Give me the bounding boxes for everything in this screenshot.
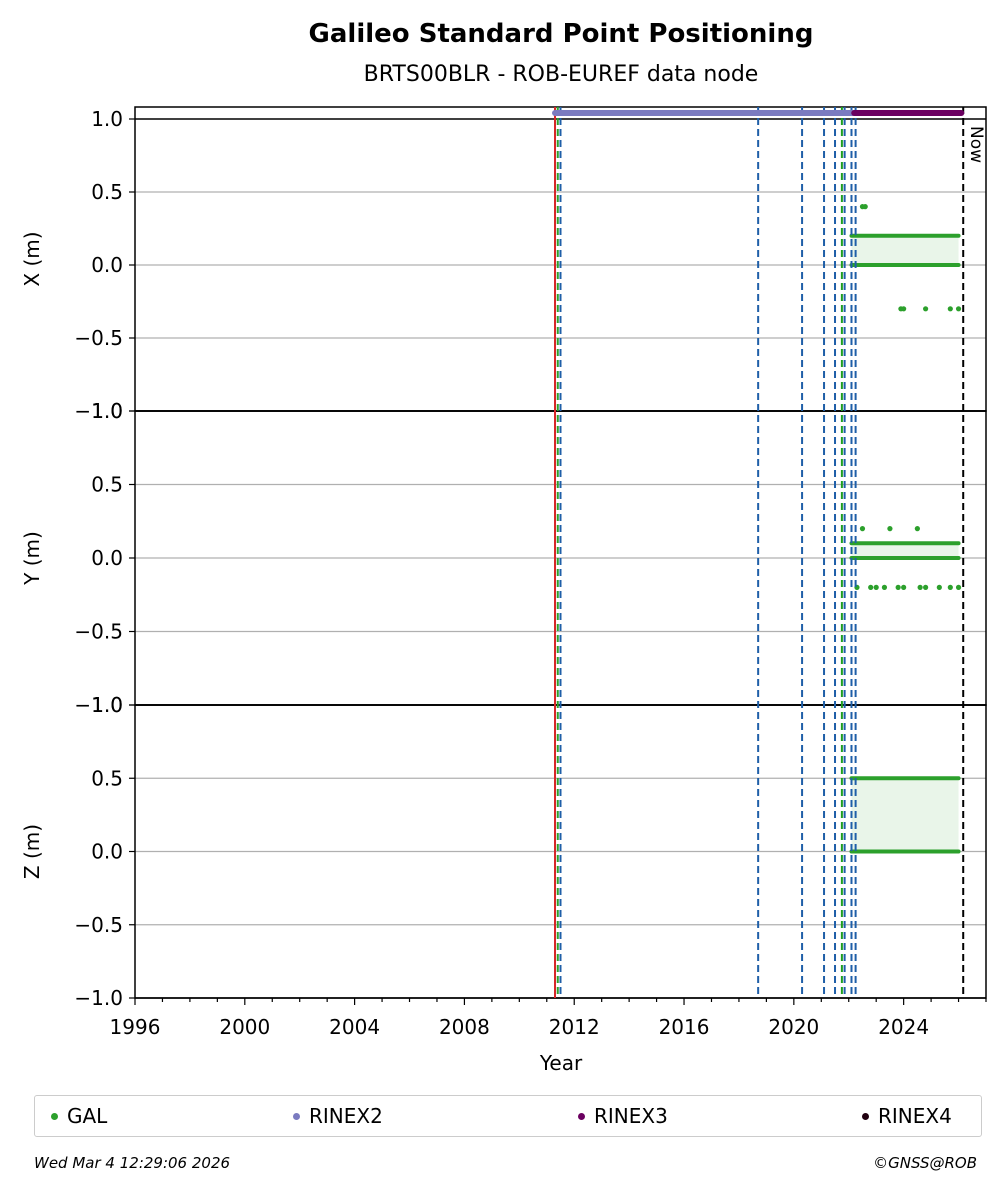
y-tick-label: 0.0 — [91, 546, 123, 570]
y-tick-label: 1.0 — [91, 693, 123, 717]
gal-point — [923, 306, 929, 312]
gal-point — [923, 584, 929, 591]
chart-subtitle: BRTS00BLR - ROB-EUREF data node — [364, 62, 759, 87]
y-tick-label: 0.0 — [91, 253, 123, 277]
gal-point — [936, 584, 942, 591]
x-tick-label: 2020 — [768, 1015, 819, 1039]
gal-point — [873, 584, 879, 591]
x-tick-label: 2012 — [549, 1015, 600, 1039]
y-tick-label: −1.0 — [74, 693, 123, 717]
gal-point — [955, 584, 962, 591]
legend-gal-marker — [51, 1112, 58, 1120]
legend-rinex3-marker — [578, 1112, 585, 1120]
y-axis-label: X (m) — [20, 231, 44, 286]
footer-timestamp: Wed Mar 4 12:29:06 2026 — [34, 1154, 231, 1172]
y-axis-label: Z (m) — [20, 824, 44, 879]
y-tick-label: 1.0 — [91, 107, 123, 131]
x-tick-label: 2008 — [439, 1015, 490, 1039]
gal-point — [895, 584, 901, 591]
gal-point — [859, 526, 866, 532]
legend-rinex4-label: RINEX4 — [878, 1104, 952, 1128]
gal-point — [862, 204, 868, 210]
y-tick-label: −0.5 — [74, 913, 123, 937]
footer-copyright: ©GNSS@ROB — [873, 1154, 977, 1172]
y-tick-label: 0.0 — [91, 840, 123, 864]
legend-item-rinex3: RINEX3 — [578, 1096, 668, 1136]
gal-point — [917, 584, 923, 591]
x-tick-label: 2016 — [659, 1015, 710, 1039]
y-tick-label: 0.5 — [91, 180, 123, 204]
legend-rinex2-marker — [293, 1112, 300, 1120]
x-tick-label: 2024 — [878, 1015, 929, 1039]
y-tick-label: −0.5 — [74, 326, 123, 350]
x-tick-label: 2000 — [219, 1015, 270, 1039]
gal-point — [881, 584, 888, 591]
x-tick-label: 2004 — [329, 1015, 380, 1039]
legend-item-rinex4: RINEX4 — [862, 1096, 952, 1136]
x-axis-label: Year — [539, 1051, 583, 1075]
y-tick-label: 1.0 — [91, 399, 123, 423]
now-label: Now — [966, 126, 986, 163]
legend-gal-label: GAL — [67, 1104, 108, 1128]
y-tick-label: −1.0 — [74, 986, 123, 1010]
y-axis-label: Y (m) — [20, 531, 44, 586]
legend-item-gal: GAL — [51, 1096, 107, 1136]
y-tick-label: −1.0 — [74, 399, 123, 423]
legend-rinex3-label: RINEX3 — [594, 1104, 668, 1128]
gal-point — [868, 584, 874, 591]
x-tick-label: 1996 — [110, 1015, 161, 1039]
gal-point — [887, 526, 893, 532]
legend-rinex2-label: RINEX2 — [309, 1104, 383, 1128]
chart-title: Galileo Standard Point Positioning — [309, 19, 814, 49]
gal-point — [947, 306, 953, 312]
gal-point — [914, 526, 920, 532]
legend-item-rinex2: RINEX2 — [293, 1096, 383, 1136]
panel-x: −1.0 −0.5 0.0 0.5 1.0 X (m) — [20, 106, 987, 423]
gal-point — [901, 584, 907, 591]
legend-rinex4-marker — [862, 1112, 869, 1120]
y-tick-label: 0.5 — [91, 766, 123, 790]
gal-range-band — [851, 778, 959, 852]
gal-point — [955, 306, 962, 312]
legend: GAL RINEX2 RINEX3 RINEX4 — [34, 1095, 982, 1137]
y-tick-label: 0.5 — [91, 473, 123, 497]
gal-point — [901, 306, 907, 312]
y-tick-label: −0.5 — [74, 620, 123, 644]
gal-range-band — [851, 235, 959, 265]
gal-point — [947, 584, 953, 591]
gal-range-band — [851, 543, 959, 558]
